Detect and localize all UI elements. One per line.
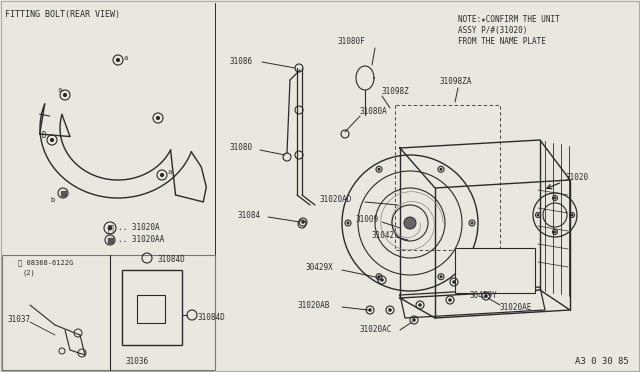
Text: 31020AE: 31020AE [500, 304, 532, 312]
Circle shape [63, 93, 67, 96]
Text: 31020AD: 31020AD [320, 196, 353, 205]
Circle shape [378, 276, 380, 278]
Text: 31098Z: 31098Z [382, 87, 410, 96]
Text: (2): (2) [22, 270, 35, 276]
Circle shape [161, 173, 163, 176]
Text: 31020: 31020 [565, 173, 588, 183]
Circle shape [572, 214, 573, 216]
Circle shape [378, 168, 380, 170]
Circle shape [116, 58, 120, 61]
Circle shape [157, 116, 159, 119]
Circle shape [369, 309, 371, 311]
Circle shape [51, 138, 54, 141]
Circle shape [381, 279, 383, 281]
Text: .. 31020AA: .. 31020AA [118, 235, 164, 244]
Text: a: a [124, 55, 128, 61]
Text: FITTING BOLT(REAR VIEW): FITTING BOLT(REAR VIEW) [5, 10, 120, 19]
Circle shape [347, 222, 349, 224]
Text: 31084D: 31084D [157, 256, 185, 264]
Text: 30429X: 30429X [305, 263, 333, 273]
Circle shape [453, 281, 455, 283]
Text: 31084: 31084 [238, 211, 261, 219]
Text: Ⓢ 08368-6122G: Ⓢ 08368-6122G [18, 260, 73, 266]
Text: a: a [168, 169, 172, 175]
Text: 31086: 31086 [230, 58, 253, 67]
Text: 31036: 31036 [125, 357, 148, 366]
Circle shape [440, 168, 442, 170]
Circle shape [537, 214, 539, 216]
Text: ⓐ: ⓐ [107, 223, 113, 233]
Text: .. 31020A: .. 31020A [118, 224, 159, 232]
Circle shape [485, 295, 487, 297]
Circle shape [413, 319, 415, 321]
Circle shape [554, 231, 556, 233]
Text: 31084D: 31084D [198, 314, 226, 323]
Bar [2, 255, 215, 370]
Text: 31020AC: 31020AC [360, 326, 392, 334]
Circle shape [471, 222, 473, 224]
Circle shape [302, 221, 304, 223]
Circle shape [449, 299, 451, 301]
Bar [455, 248, 535, 293]
Text: 31098ZA: 31098ZA [440, 77, 472, 87]
Text: 31080F: 31080F [338, 38, 365, 46]
Text: A3 0 30 85: A3 0 30 85 [575, 357, 628, 366]
Circle shape [404, 217, 416, 229]
Circle shape [419, 304, 421, 306]
Text: 30429Y: 30429Y [470, 291, 498, 299]
Circle shape [554, 197, 556, 199]
Bar [122, 270, 182, 345]
Text: 31080: 31080 [230, 144, 253, 153]
Text: 31009: 31009 [355, 215, 378, 224]
Circle shape [440, 276, 442, 278]
Bar [108, 237, 113, 243]
Circle shape [388, 309, 391, 311]
Bar [61, 190, 65, 196]
Circle shape [108, 226, 112, 230]
Text: b: b [50, 197, 54, 203]
Text: NOTE:★CONFIRM THE UNIT
ASSY P/#(31020)
FROM THE NAME PLATE: NOTE:★CONFIRM THE UNIT ASSY P/#(31020) F… [458, 15, 560, 46]
Text: a: a [58, 87, 62, 93]
Text: 31042: 31042 [372, 231, 395, 240]
Bar [137, 295, 165, 323]
Text: 31037: 31037 [8, 315, 31, 324]
Text: 31020AB: 31020AB [298, 301, 330, 310]
Text: 31080A: 31080A [360, 108, 388, 116]
Text: D: D [42, 131, 47, 141]
